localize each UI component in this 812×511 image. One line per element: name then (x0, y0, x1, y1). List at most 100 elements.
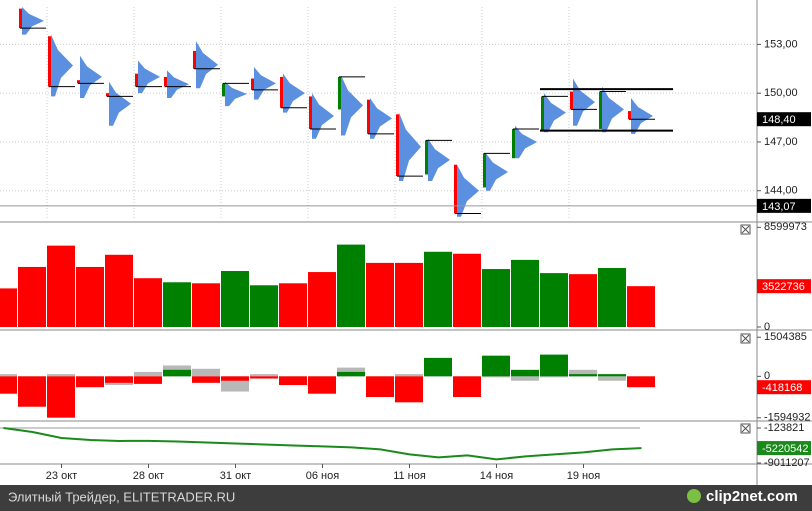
candle-body (77, 80, 80, 84)
x-tick-label: 11 ноя (393, 470, 426, 482)
value-label: -418168 (762, 382, 802, 394)
bar (192, 376, 220, 383)
volume-profile (631, 98, 653, 134)
value-label: 3522736 (762, 281, 805, 293)
bar (453, 376, 481, 397)
bar (395, 376, 423, 403)
candle-body (454, 164, 457, 214)
volume-profile (486, 153, 508, 191)
x-tick-label: 19 ноя (567, 470, 600, 482)
candle-body (338, 76, 341, 110)
volume-profile (109, 81, 131, 126)
x-tick-label: 06 ноя (306, 470, 339, 482)
bar (163, 282, 191, 327)
bar (47, 376, 75, 418)
volume-profile (312, 93, 334, 139)
bar (192, 283, 220, 327)
value-label-box (757, 112, 811, 127)
close-icon (741, 424, 750, 433)
value-label-box (757, 198, 811, 213)
x-tick-label: 23 окт (46, 470, 77, 482)
candle-body (541, 96, 544, 131)
bar (221, 376, 249, 381)
bar (279, 376, 307, 386)
close-buttons[interactable] (740, 224, 751, 434)
volume-profile (283, 73, 305, 113)
candle-body (396, 114, 399, 177)
bar (47, 374, 75, 377)
y-tick-label: -1594932 (764, 412, 811, 424)
candle-body (309, 96, 312, 129)
volume-profile (167, 70, 189, 99)
candle-body (164, 76, 167, 87)
volume-profile (225, 81, 247, 107)
bar (250, 285, 278, 327)
volume-profile (544, 93, 566, 133)
bar (337, 371, 365, 377)
bar (0, 376, 17, 394)
bar (134, 376, 162, 384)
bar (250, 376, 278, 379)
volume-profile (602, 86, 624, 133)
volume-profile (138, 60, 160, 94)
y-tick-label: -9011207 (764, 457, 810, 469)
footer-text: Элитный Трейдер, ELITETRADER.RU (8, 489, 235, 504)
logo-icon (687, 489, 701, 503)
bar (569, 274, 597, 327)
bar (279, 283, 307, 327)
bar (105, 254, 133, 327)
value-label: -5220542 (762, 443, 809, 455)
volume-profile (196, 41, 218, 89)
candle-body (48, 36, 51, 87)
bar (424, 357, 452, 377)
bar (163, 369, 191, 377)
bar (250, 374, 278, 377)
y-tick-label: 8599973 (764, 221, 807, 233)
candle-body (483, 153, 486, 188)
bar (308, 272, 336, 327)
bar (366, 376, 394, 397)
value-label-box (757, 380, 811, 395)
x-tick-label: 14 ноя (480, 470, 513, 482)
candle-body (251, 78, 254, 90)
bar (540, 376, 568, 378)
bar (598, 376, 626, 381)
y-tick-label: 0 (764, 370, 770, 382)
bar (569, 374, 597, 377)
line-series (3, 427, 642, 461)
bar (18, 266, 46, 327)
bar (482, 269, 510, 327)
volume-profile (515, 125, 537, 159)
y-tick-label: 147,00 (764, 136, 798, 148)
bar (0, 374, 17, 377)
bar (366, 262, 394, 327)
candle-body (570, 91, 573, 110)
bar (395, 374, 423, 377)
volume-profile (80, 55, 102, 99)
x-tick-label: 31 окт (220, 470, 251, 482)
y-tick-label: 153,00 (764, 38, 798, 50)
y-tick-label: 1504385 (764, 331, 807, 343)
bar (482, 355, 510, 377)
candle-body (367, 99, 370, 134)
bar (598, 268, 626, 327)
bar (627, 286, 655, 327)
bar (47, 245, 75, 327)
value-label: 148,40 (762, 114, 796, 126)
volume-profile (573, 78, 595, 126)
y-tick-label: 0 (764, 321, 770, 333)
candle-body (599, 91, 602, 129)
bar (453, 253, 481, 327)
bar (540, 273, 568, 327)
value-label: 143,07 (762, 201, 796, 213)
bar (424, 251, 452, 327)
bar (0, 288, 17, 327)
volume-profile (399, 112, 421, 181)
candle-body (425, 140, 428, 175)
plot-area (0, 7, 757, 461)
value-label-box (757, 441, 811, 456)
bar (76, 376, 104, 388)
volume-profile (254, 67, 276, 100)
x-tick-label: 28 окт (133, 470, 164, 482)
close-icon (741, 334, 750, 343)
